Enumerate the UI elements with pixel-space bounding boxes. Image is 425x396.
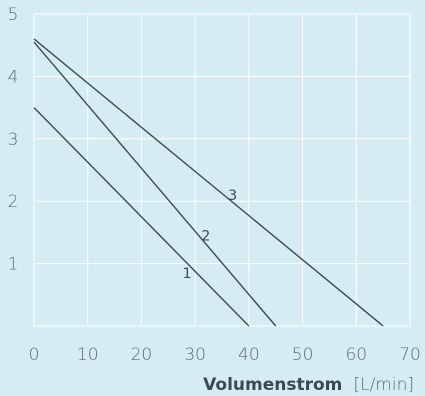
- x-tick-label-60: 60: [345, 345, 367, 365]
- y-tick-label-4: 4: [8, 67, 19, 87]
- x-tick-label-50: 50: [292, 345, 314, 365]
- x-tick-label-30: 30: [184, 345, 206, 365]
- x-axis-label-unit: [L/min]: [353, 375, 414, 395]
- x-tick-label-10: 10: [77, 345, 99, 365]
- series-label-1: 1: [183, 266, 192, 282]
- y-tick-label-1: 1: [8, 255, 19, 275]
- grid: [33, 13, 411, 327]
- series-line-2: [33, 41, 277, 327]
- series-line-1: [33, 107, 250, 327]
- x-axis-label: Volumenstrom [L/min]: [203, 375, 414, 395]
- series-label-3: 3: [228, 188, 237, 204]
- series-line-3: [33, 38, 384, 327]
- y-tick-label-3: 3: [8, 130, 19, 150]
- series-label-2: 2: [201, 229, 210, 245]
- x-tick-label-20: 20: [131, 345, 153, 365]
- x-tick-label-40: 40: [238, 345, 260, 365]
- x-tick-label-0: 0: [29, 345, 40, 365]
- y-tick-labels: 1 2 3 4 5: [8, 5, 19, 275]
- series-group: 1 2 3: [33, 38, 384, 327]
- x-axis-label-name: Volumenstrom: [203, 375, 342, 395]
- x-tick-labels: 0 10 20 30 40 50 60 70: [29, 345, 421, 365]
- y-tick-label-5: 5: [8, 5, 19, 25]
- x-tick-label-70: 70: [399, 345, 421, 365]
- y-tick-label-2: 2: [8, 192, 19, 212]
